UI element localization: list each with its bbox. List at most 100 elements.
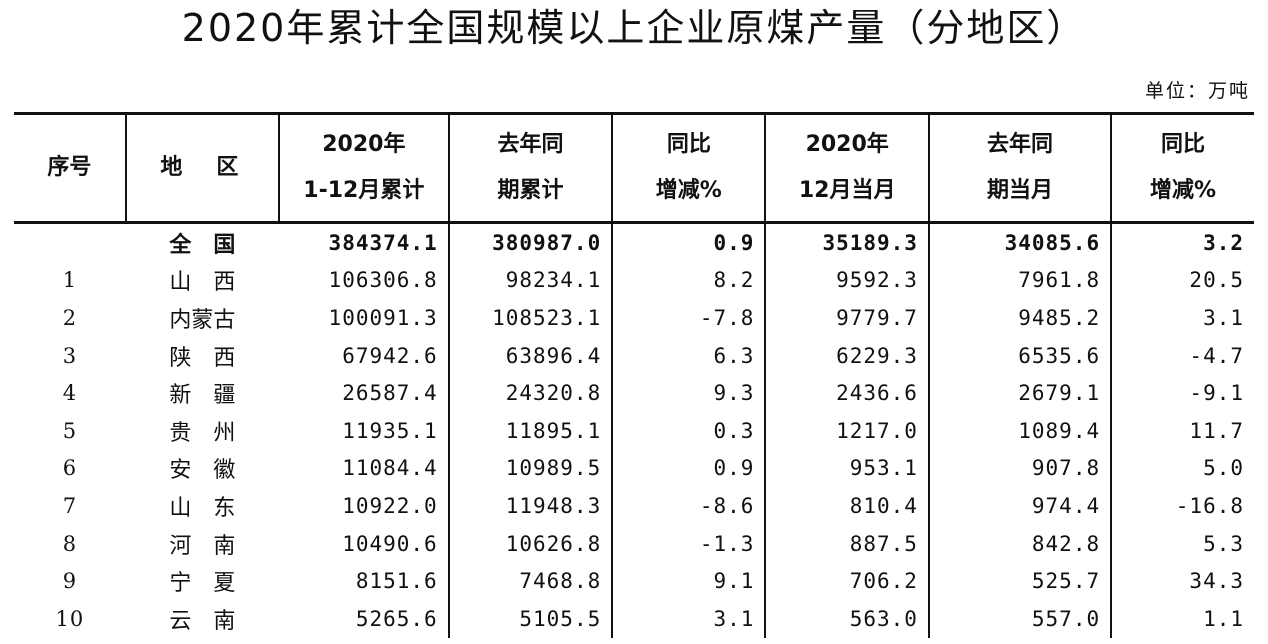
row-area: 山西 [169, 270, 258, 296]
row-area: 贵州 [169, 420, 258, 446]
col-header-dec-2020: 2020年 12月当月 [764, 112, 929, 224]
row-cum-pct: 9.3 [612, 374, 767, 412]
row-area: 山东 [169, 495, 258, 521]
row-seq: 8 [62, 531, 78, 556]
row-cum-2020: 384374.1 [278, 222, 450, 262]
row-dec-prev: 7961.8 [928, 261, 1113, 300]
row-cum-pct: 3.1 [612, 599, 767, 638]
col-header-dec-prev: 去年同 期当月 [927, 112, 1112, 224]
table-row: 9 宁夏 8151.6 7468.8 9.1 706.2 525.7 34.3 [14, 562, 1254, 600]
row-cum-2020: 8151.6 [278, 562, 450, 600]
table-row: 全国 384374.1 380987.0 0.9 35189.3 34085.6 3.2 [14, 222, 1254, 262]
table-row: 8 河南 10490.6 10626.8 -1.3 887.5 842.8 5.3 [14, 524, 1254, 563]
row-dec-pct: 5.0 [1203, 456, 1244, 481]
row-cum-prev: 108523.1 [448, 299, 614, 337]
row-dec-pct: 34.3 [1189, 569, 1244, 594]
row-cum-prev: 11948.3 [448, 487, 614, 525]
row-area: 全国 [169, 232, 258, 258]
row-dec-prev: 34085.6 [928, 222, 1113, 262]
row-area: 河南 [169, 533, 258, 559]
row-seq: 9 [62, 569, 78, 594]
row-cum-pct: 6.3 [612, 336, 767, 375]
row-cum-pct: -8.6 [612, 487, 767, 525]
row-seq: 6 [62, 456, 78, 481]
unit-label: 单位：万吨 [1144, 80, 1250, 102]
table-row: 4 新疆 26587.4 24320.8 9.3 2436.6 2679.1 -9.1 [14, 374, 1254, 412]
row-cum-prev: 11895.1 [448, 411, 614, 450]
row-dec-2020: 706.2 [765, 562, 930, 600]
table-row: 10 云南 5265.6 5105.5 3.1 563.0 557.0 1.1 [14, 599, 1254, 638]
row-seq: 2 [62, 305, 78, 330]
col-header-cum-pct: 同比 增减% [611, 112, 766, 224]
row-dec-prev: 1089.4 [928, 411, 1113, 450]
row-dec-prev: 2679.1 [928, 374, 1113, 412]
col-header-area: 地区 [124, 112, 279, 224]
row-cum-pct: 8.2 [612, 261, 767, 300]
row-dec-2020: 1217.0 [765, 411, 930, 450]
row-area: 云南 [169, 608, 258, 634]
row-cum-prev: 10989.5 [448, 449, 614, 488]
row-cum-prev: 24320.8 [448, 374, 614, 412]
row-cum-prev: 7468.8 [448, 562, 614, 600]
row-cum-2020: 106306.8 [278, 261, 450, 300]
row-cum-prev: 380987.0 [448, 222, 614, 262]
table-row: 6 安徽 11084.4 10989.5 0.9 953.1 907.8 5.0 [14, 449, 1254, 488]
row-dec-prev: 974.4 [928, 487, 1113, 525]
row-dec-prev: 6535.6 [928, 336, 1113, 375]
row-cum-pct: 0.3 [612, 411, 767, 450]
row-cum-2020: 5265.6 [278, 599, 450, 638]
row-seq: 4 [62, 381, 78, 406]
row-dec-pct: 11.7 [1189, 418, 1244, 443]
row-dec-2020: 563.0 [765, 599, 930, 638]
row-area: 内蒙古 [169, 307, 236, 333]
row-dec-2020: 9779.7 [765, 299, 930, 337]
col-header-cum-2020: 2020年 1-12月累计 [277, 112, 449, 224]
row-dec-pct: 5.3 [1203, 531, 1244, 556]
row-dec-2020: 6229.3 [765, 336, 930, 375]
row-dec-pct: 20.5 [1189, 268, 1244, 293]
row-cum-2020: 11935.1 [278, 411, 450, 450]
row-area: 安徽 [169, 458, 258, 484]
row-cum-prev: 63896.4 [448, 336, 614, 375]
row-cum-pct: -7.8 [612, 299, 767, 337]
page-title: 2020年累计全国规模以上企业原煤产量（分地区） [181, 6, 1087, 50]
row-dec-prev: 557.0 [928, 599, 1113, 638]
row-seq: 5 [62, 418, 78, 443]
row-dec-2020: 2436.6 [765, 374, 930, 412]
row-dec-prev: 9485.2 [928, 299, 1113, 337]
row-area: 新疆 [169, 383, 258, 409]
row-cum-2020: 10490.6 [278, 524, 450, 563]
row-dec-pct: 1.1 [1203, 606, 1244, 631]
col-header-dec-pct: 同比 增减% [1110, 112, 1254, 224]
col-header-seq: 序号 [14, 112, 126, 224]
row-cum-2020: 11084.4 [278, 449, 450, 488]
row-dec-pct: -16.8 [1175, 493, 1244, 518]
row-dec-2020: 810.4 [765, 487, 930, 525]
row-dec-2020: 887.5 [765, 524, 930, 563]
row-dec-prev: 842.8 [928, 524, 1113, 563]
row-cum-pct: 9.1 [612, 562, 767, 600]
table-row: 1 山西 106306.8 98234.1 8.2 9592.3 7961.8 20.5 [14, 261, 1254, 300]
row-cum-prev: 10626.8 [448, 524, 614, 563]
table-row: 5 贵州 11935.1 11895.1 0.3 1217.0 1089.4 11.7 [14, 411, 1254, 450]
row-cum-pct: -1.3 [612, 524, 767, 563]
row-area: 陕西 [169, 345, 258, 371]
table-row: 7 山东 10922.0 11948.3 -8.6 810.4 974.4 -16.8 [14, 487, 1254, 525]
row-dec-pct: 3.2 [1203, 230, 1244, 255]
row-dec-pct: -9.1 [1189, 381, 1244, 406]
coal-output-table: 序号 地区 2020年 1-12月累计 去年同 期累计 同比 增减% 2020年 12月… [14, 112, 1254, 638]
row-seq: 7 [62, 493, 78, 518]
row-dec-2020: 953.1 [765, 449, 930, 488]
row-cum-2020: 26587.4 [278, 374, 450, 412]
row-dec-prev: 907.8 [928, 449, 1113, 488]
row-dec-2020: 9592.3 [765, 261, 930, 300]
row-seq [14, 223, 126, 262]
col-header-cum-prev: 去年同 期累计 [447, 112, 613, 224]
row-cum-pct: 0.9 [612, 222, 767, 262]
row-cum-2020: 67942.6 [278, 336, 450, 375]
row-cum-pct: 0.9 [612, 449, 767, 488]
row-cum-2020: 100091.3 [278, 299, 450, 337]
row-dec-prev: 525.7 [928, 562, 1113, 600]
table-row: 2 内蒙古 100091.3 108523.1 -7.8 9779.7 9485.2 3.1 [14, 299, 1254, 337]
row-dec-pct: -4.7 [1189, 343, 1244, 368]
